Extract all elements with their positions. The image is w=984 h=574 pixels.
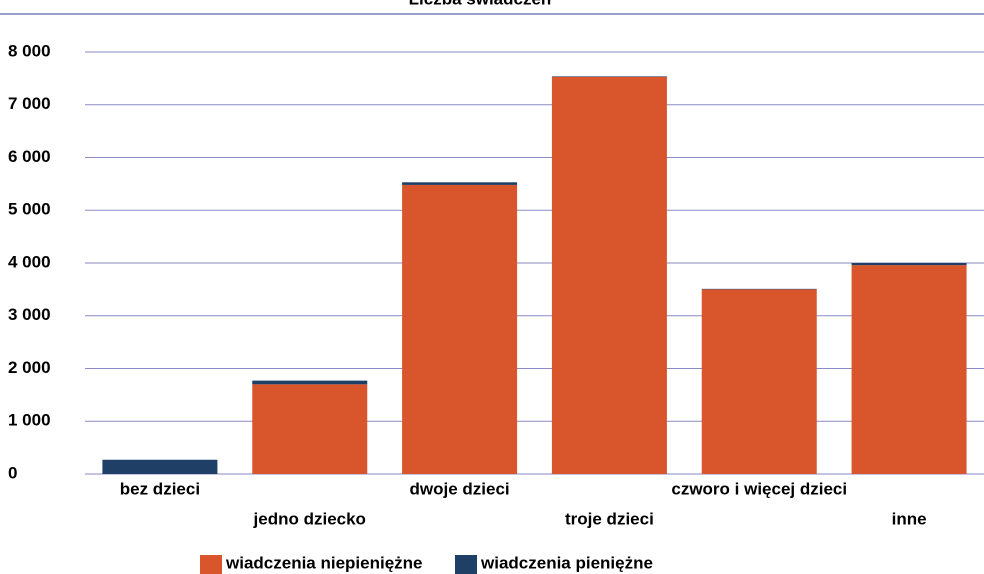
bar-segment [402, 184, 518, 474]
legend-swatch [200, 555, 222, 574]
y-tick-label: 8 000 [8, 41, 51, 60]
bar-segment [701, 289, 817, 474]
x-tick-label: jedno dziecko [253, 509, 366, 528]
chart-title: Liczba świadczeń [409, 0, 552, 8]
y-tick-label: 3 000 [8, 305, 51, 324]
bar-segment [252, 384, 368, 474]
y-tick-label: 0 [8, 463, 17, 482]
bar-segment [252, 380, 368, 385]
legend-label: wiadczenia pieniężne [480, 553, 653, 572]
x-tick-label: bez dzieci [120, 479, 200, 498]
legend-label: wiadczenia niepieniężne [225, 553, 423, 572]
bar-segment [851, 265, 967, 474]
bar-segment [551, 76, 667, 474]
y-tick-label: 4 000 [8, 252, 51, 271]
y-tick-label: 7 000 [8, 94, 51, 113]
legend-swatch [455, 555, 477, 574]
bar-segment [551, 76, 667, 77]
y-tick-label: 1 000 [8, 411, 51, 430]
x-tick-label: inne [892, 509, 927, 528]
bar-segment [851, 263, 967, 266]
y-tick-label: 5 000 [8, 200, 51, 219]
x-tick-label: troje dzieci [565, 509, 654, 528]
x-tick-label: czworo i więcej dzieci [671, 479, 847, 498]
x-tick-label: dwoje dzieci [410, 479, 510, 498]
y-tick-label: 6 000 [8, 147, 51, 166]
bar-segment [701, 288, 817, 290]
y-tick-label: 2 000 [8, 358, 51, 377]
bar-segment [102, 459, 218, 474]
bar-segment [402, 182, 518, 185]
